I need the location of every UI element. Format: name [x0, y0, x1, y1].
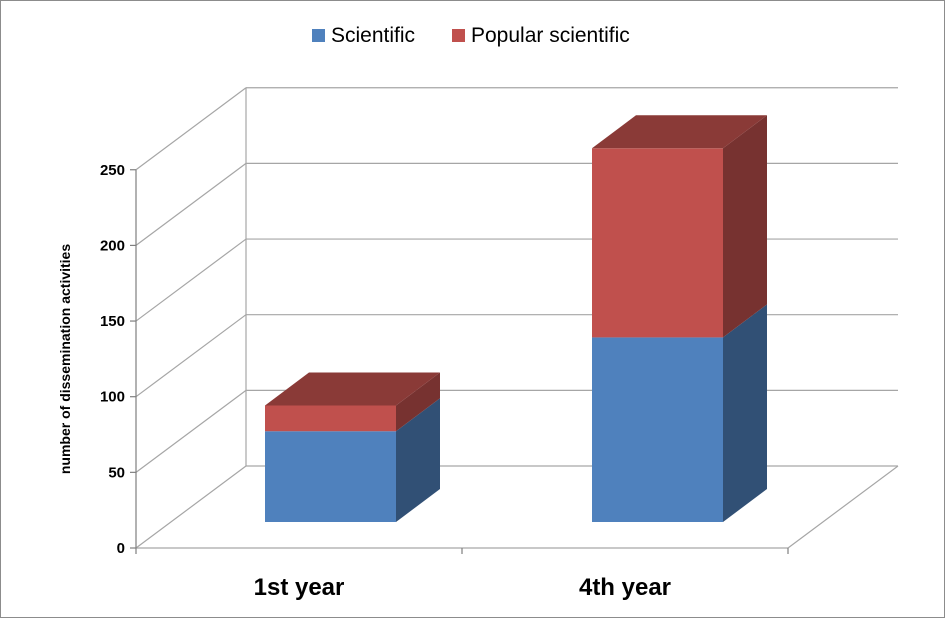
bar-top-1st-year-popular-scientific — [265, 372, 440, 406]
bar-layer — [265, 115, 767, 522]
y-tick-label-50: 50 — [108, 464, 125, 481]
bar-1st-year-scientific — [265, 431, 396, 522]
legend: Scientific Popular scientific — [312, 24, 630, 47]
sidewall-line-250 — [135, 87, 247, 171]
y-tick-label-150: 150 — [100, 313, 125, 330]
y-tick-label-200: 200 — [100, 237, 125, 254]
sidewall-line-50 — [135, 389, 247, 473]
y-tick-label-250: 250 — [100, 162, 125, 179]
y-tick-label-0: 0 — [117, 540, 125, 557]
bar-1st-year-popular-scientific — [265, 405, 396, 432]
bar-side-4th-year-popular-scientific — [723, 115, 767, 338]
grid-layer — [135, 87, 899, 549]
legend-swatch-0 — [312, 29, 325, 42]
label-layer: number of dissemination activities — [57, 244, 73, 474]
x-tick-label-1: 4th year — [579, 574, 671, 601]
legend-label-1: Popular scientific — [471, 24, 630, 47]
bar-side-1st-year-popular-scientific — [396, 372, 440, 432]
sidewall-line-0 — [135, 465, 247, 549]
bar-4th-year-scientific — [592, 337, 723, 522]
x-tick-label-0: 1st year — [254, 574, 345, 601]
sidewall-line-150 — [135, 238, 247, 322]
floor-right-edge — [787, 465, 899, 549]
axis-layer: 0 50 100 150 200 250 1st year 4th year — [100, 162, 789, 601]
y-tick-label-100: 100 — [100, 389, 125, 406]
legend-swatch-1 — [452, 29, 465, 42]
sidewall-line-100 — [135, 314, 247, 398]
bar-side-4th-year-scientific — [723, 304, 767, 522]
y-axis-label: number of dissemination activities — [57, 244, 73, 474]
legend-label-0: Scientific — [331, 24, 415, 47]
bar-4th-year-popular-scientific — [592, 148, 723, 338]
sidewall-line-200 — [135, 162, 247, 246]
bar-side-1st-year-scientific — [396, 398, 440, 522]
bar-top-4th-year-popular-scientific — [592, 115, 767, 149]
